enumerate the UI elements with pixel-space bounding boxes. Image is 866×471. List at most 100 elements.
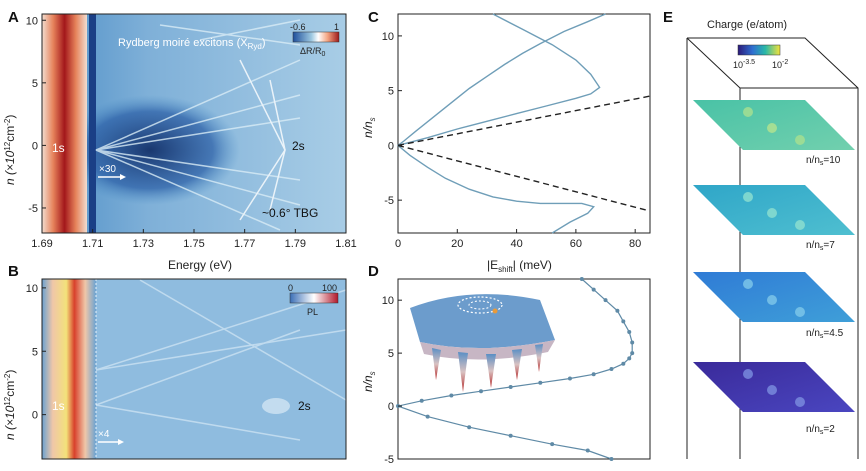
- panel-d-point: [419, 398, 424, 403]
- panel-d-point: [538, 380, 543, 385]
- x-tick-label: 40: [510, 238, 522, 250]
- panel-d-point: [449, 393, 454, 398]
- panel-e-layer-3: n/ns=4.5: [693, 272, 855, 340]
- panel-d-point: [627, 356, 632, 361]
- panel-d-point: [550, 442, 555, 447]
- panel-d-point: [603, 298, 608, 303]
- x-tick-label: 1.75: [183, 238, 204, 250]
- panel-a-cbar-max: 1: [334, 22, 339, 32]
- panel-e-cbar-max: 10-2: [772, 59, 788, 70]
- panel-label-c: C: [368, 9, 379, 26]
- x-tick-label: 1.69: [31, 238, 52, 250]
- panel-e-layer-label-2: n/ns=7: [806, 240, 835, 252]
- panel-d-yticks: 10 5 0 -5: [382, 295, 402, 466]
- panel-a-xticks: 1.69 1.71 1.73 1.75 1.77 1.79 1.81: [31, 229, 357, 250]
- panel-b-colorbar: [289, 292, 339, 304]
- panel-d-point: [425, 414, 430, 419]
- panel-c-series-3: [397, 144, 651, 212]
- panel-c-yticks: 10 5 0 -5: [382, 31, 402, 207]
- panel-e-colorbar: [737, 44, 781, 56]
- panel-b-cbar-label: PL: [307, 307, 318, 317]
- panel-d-ylabel: n/ns: [361, 371, 377, 392]
- y-tick-label: -5: [384, 454, 394, 466]
- panel-d-point: [627, 329, 632, 334]
- panel-a-2s-label: 2s: [292, 139, 305, 153]
- panel-a-edge-stripe: [89, 14, 96, 233]
- panel-e-cbar-min: 10-3.5: [733, 59, 755, 70]
- panel-d-point: [630, 340, 635, 345]
- panel-b-ylabel: n (×1012cm-2): [3, 370, 17, 440]
- panel-b-cbar-max: 100: [322, 283, 337, 293]
- y-tick-label: 10: [382, 295, 394, 307]
- panel-b-2s-spot: [262, 398, 290, 414]
- panel-label-e: E: [663, 9, 673, 26]
- panel-d-potential-surface: [410, 294, 555, 392]
- y-tick-label: 10: [26, 15, 38, 27]
- panel-label-d: D: [368, 263, 379, 280]
- panel-d-point: [479, 389, 484, 394]
- panel-a-colorbar: [292, 31, 340, 43]
- panel-c-series-0: [396, 13, 606, 234]
- x-tick-label: 20: [451, 238, 463, 250]
- panel-d-point: [621, 319, 626, 324]
- panel-d-point: [579, 277, 584, 281]
- panel-a-arrow-head: [120, 174, 126, 180]
- panel-d-point: [591, 287, 596, 292]
- panel-a-cbar-min: -0.6: [290, 22, 306, 32]
- panel-a-sample: ~0.6° TBG: [262, 206, 318, 220]
- panel-d-point: [508, 385, 513, 389]
- panel-a: A Rydberg moiré excitons (XRyd) -0.6 1 Δ…: [3, 9, 357, 272]
- x-tick-label: 1.71: [82, 238, 103, 250]
- panel-a-1s-stripe: [42, 14, 87, 233]
- panel-a-yticks: 10 5 0 -5: [26, 15, 46, 215]
- panel-e-layer-2: n/ns=7: [693, 185, 855, 252]
- panel-d-point: [630, 351, 635, 356]
- y-tick-label: 5: [32, 78, 38, 90]
- panel-e-layer-label-3: n/ns=4.5: [806, 328, 844, 340]
- panel-d-point: [609, 457, 614, 461]
- panel-c-xlabel: |Eshift| (meV): [487, 258, 552, 274]
- x-tick-label: 0: [395, 238, 401, 250]
- panel-d-point: [591, 372, 596, 377]
- panel-d-point: [585, 448, 590, 453]
- panel-d-point: [508, 433, 513, 438]
- panel-b-multiplier: ×4: [98, 429, 110, 440]
- panel-c-xticks: 0 20 40 60 80: [395, 229, 641, 250]
- panel-e-layer-4: n/ns=2: [693, 362, 855, 436]
- panel-d-point: [567, 376, 572, 381]
- y-tick-label: 10: [26, 283, 38, 295]
- y-tick-label: 5: [388, 348, 394, 360]
- panel-b-moire-lines: [95, 279, 347, 441]
- panel-a-ylabel: n (×1012cm-2): [3, 115, 17, 185]
- y-tick-label: 5: [388, 86, 394, 98]
- panel-d-point: [621, 361, 626, 366]
- panel-label-a: A: [8, 9, 19, 26]
- x-tick-label: 1.79: [285, 238, 306, 250]
- y-tick-label: 0: [388, 140, 394, 152]
- panel-c: C 0 20 40 60 80 10 5 0 -5 |Eshift| (meV) n/ns: [361, 9, 651, 274]
- y-tick-label: 0: [32, 140, 38, 152]
- y-tick-label: 0: [388, 401, 394, 413]
- x-tick-label: 1.77: [234, 238, 255, 250]
- panel-e-layer-label-4: n/ns=2: [806, 424, 835, 436]
- panel-c-plot: [396, 13, 651, 234]
- panel-a-multiplier: ×30: [99, 164, 116, 175]
- panel-d: D 10 5 0 -5 n/ns: [361, 263, 651, 466]
- panel-a-cbar-label: ΔR/R0: [300, 46, 326, 58]
- y-tick-label: 0: [32, 410, 38, 422]
- y-tick-label: 5: [32, 346, 38, 358]
- panel-e: E Charge (e/atom) 10-3.5 10-2 n/ns=10 n/…: [663, 9, 859, 459]
- panel-d-plot: [395, 277, 635, 461]
- panel-label-b: B: [8, 263, 19, 280]
- panel-b-1s-label: 1s: [52, 399, 65, 413]
- panel-e-layer-label-1: n/ns=10: [806, 155, 841, 167]
- panel-a-moire-lines: [95, 19, 301, 231]
- y-tick-label: -5: [384, 195, 394, 207]
- x-tick-label: 80: [629, 238, 641, 250]
- panel-e-title: Charge (e/atom): [707, 19, 787, 31]
- panel-d-point: [467, 425, 472, 430]
- panel-e-layer-1: n/ns=10: [693, 100, 855, 167]
